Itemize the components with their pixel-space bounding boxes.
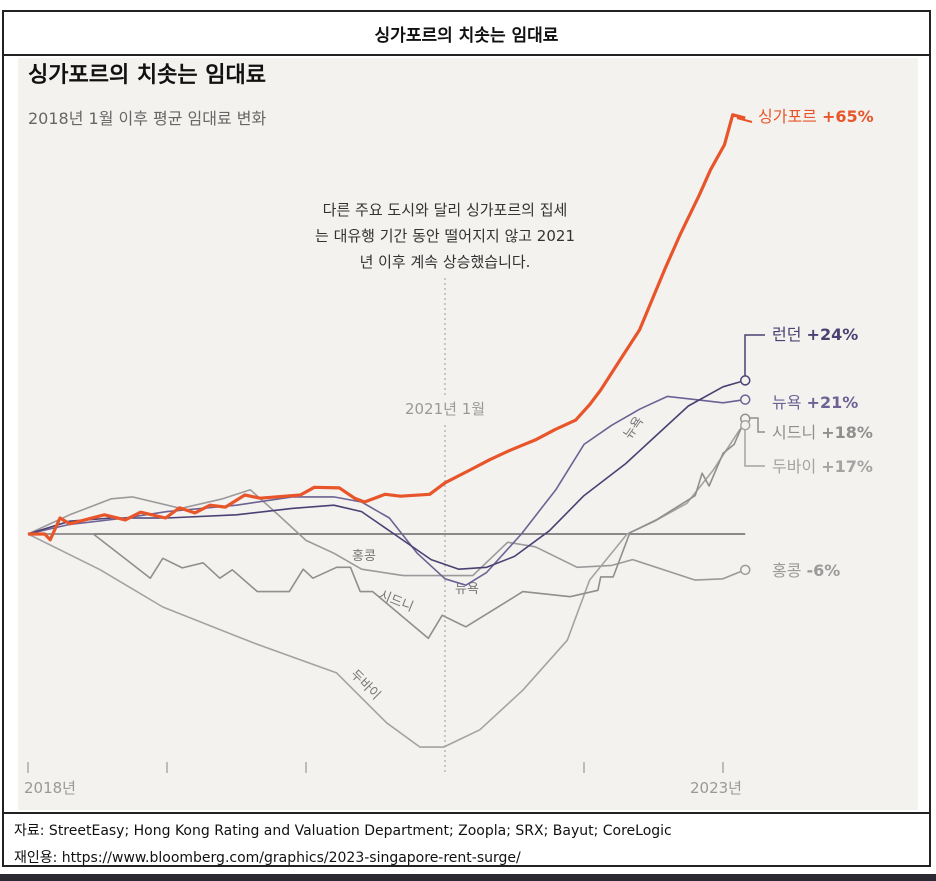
inline-label-dubai: 두바이 <box>347 667 383 703</box>
marker-label: 2021년 1월 <box>405 400 485 418</box>
end-label: 시드니 +18% <box>772 423 873 442</box>
series-name: 런던 <box>772 325 807 344</box>
label-connector <box>744 424 765 467</box>
x-tick-label: 2023년 <box>690 779 742 797</box>
end-label: 두바이 +17% <box>772 457 873 476</box>
label-connector <box>745 417 765 433</box>
series-line-0 <box>28 113 746 542</box>
reference-url[interactable]: 재인용: https://www.bloomberg.com/graphics/… <box>14 850 521 866</box>
series-name: 홍콩 <box>772 561 807 580</box>
end-point-marker <box>739 394 751 405</box>
series-line-1 <box>27 379 746 571</box>
series-end-value: +24% <box>807 325 859 344</box>
series-end-value: +21% <box>807 393 859 412</box>
figure-frame: 싱가포르의 치솟는 임대료 자료: StreetEasy; Hong Kong … <box>2 10 931 867</box>
series-line-5 <box>27 488 746 581</box>
inline-label-newyork: 뉴욕 <box>455 582 479 597</box>
series-name: 뉴욕 <box>772 393 807 412</box>
chart-subtitle: 2018년 1월 이후 평균 임대료 변화 <box>28 109 267 128</box>
inline-label-hongkong: 홍콩 <box>352 549 376 564</box>
source-box: 자료: StreetEasy; Hong Kong Rating and Val… <box>4 812 929 876</box>
end-point-marker <box>739 419 751 431</box>
x-tick-label: 2018년 <box>24 779 76 797</box>
series-line-3 <box>28 418 746 640</box>
label-connector <box>744 334 765 380</box>
chart-title: 싱가포르의 치솟는 임대료 <box>28 63 266 88</box>
annotation-line: 는 대유행 기간 동안 떨어지지 않고 2021 <box>315 227 575 245</box>
series-name: 싱가포르 <box>758 107 822 126</box>
end-label: 홍콩 -6% <box>772 561 840 580</box>
annotation-line: 다른 주요 도시와 달리 싱가포르의 집세 <box>323 201 568 219</box>
series-end-value: +18% <box>821 423 873 442</box>
end-point-marker <box>739 375 751 386</box>
label-connector <box>736 117 753 123</box>
series-name: 시드니 <box>772 423 821 442</box>
series-end-value: +17% <box>821 457 873 476</box>
series-end-value: +65% <box>822 107 874 126</box>
source-line: 자료: StreetEasy; Hong Kong Rating and Val… <box>14 823 672 839</box>
end-label: 런던 +24% <box>772 325 858 344</box>
chart-panel <box>18 58 918 810</box>
bottom-bar <box>0 874 936 881</box>
header-title: 싱가포르의 치솟는 임대료 <box>4 12 929 56</box>
series-line-4 <box>27 424 746 748</box>
end-label: 싱가포르 +65% <box>758 107 874 126</box>
series-end-value: -6% <box>807 561 841 580</box>
annotation-line: 년 이후 계속 상승했습니다. <box>360 253 531 271</box>
annotation: 다른 주요 도시와 달리 싱가포르의 집세 는 대유행 기간 동안 떨어지지 않… <box>315 201 575 418</box>
end-label: 뉴욕 +21% <box>772 393 858 412</box>
end-point-marker <box>739 564 751 576</box>
series-name: 두바이 <box>772 457 821 476</box>
